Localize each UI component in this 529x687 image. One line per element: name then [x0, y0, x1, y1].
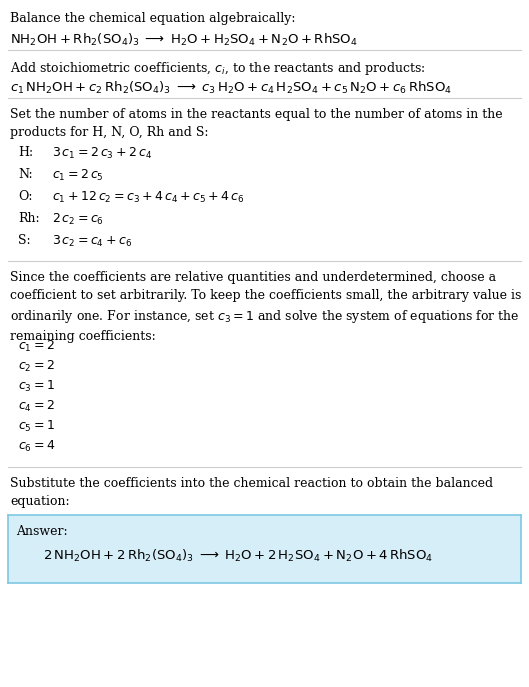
Text: $c_1 = 2\,c_5$: $c_1 = 2\,c_5$	[52, 168, 104, 183]
Text: $c_1 + 12\,c_2 = c_3 + 4\,c_4 + c_5 + 4\,c_6$: $c_1 + 12\,c_2 = c_3 + 4\,c_4 + c_5 + 4\…	[52, 190, 244, 205]
Text: N:: N:	[18, 168, 33, 181]
Text: $c_3 = 1$: $c_3 = 1$	[18, 379, 55, 394]
Text: $c_6 = 4$: $c_6 = 4$	[18, 439, 56, 454]
Text: Balance the chemical equation algebraically:: Balance the chemical equation algebraica…	[10, 12, 296, 25]
Text: S:: S:	[18, 234, 31, 247]
Text: $2\,\mathrm{NH_2OH} + 2\,\mathrm{Rh_2(SO_4)_3} \;\longrightarrow\; \mathrm{H_2O}: $2\,\mathrm{NH_2OH} + 2\,\mathrm{Rh_2(SO…	[43, 548, 433, 564]
Text: $c_2 = 2$: $c_2 = 2$	[18, 359, 55, 374]
Text: Answer:: Answer:	[16, 525, 68, 538]
Text: $c_1\,\mathrm{NH_2OH} + c_2\,\mathrm{Rh_2(SO_4)_3} \;\longrightarrow\; c_3\,\mat: $c_1\,\mathrm{NH_2OH} + c_2\,\mathrm{Rh_…	[10, 80, 452, 96]
Text: $3\,c_1 = 2\,c_3 + 2\,c_4$: $3\,c_1 = 2\,c_3 + 2\,c_4$	[52, 146, 152, 161]
Text: Substitute the coefficients into the chemical reaction to obtain the balanced
eq: Substitute the coefficients into the che…	[10, 477, 493, 508]
Text: $c_5 = 1$: $c_5 = 1$	[18, 419, 55, 434]
Text: $c_4 = 2$: $c_4 = 2$	[18, 399, 55, 414]
Text: $\mathrm{NH_2OH + Rh_2(SO_4)_3 \;\longrightarrow\; H_2O + H_2SO_4 + N_2O + RhSO_: $\mathrm{NH_2OH + Rh_2(SO_4)_3 \;\longri…	[10, 32, 358, 48]
Text: $3\,c_2 = c_4 + c_6$: $3\,c_2 = c_4 + c_6$	[52, 234, 132, 249]
Text: $2\,c_2 = c_6$: $2\,c_2 = c_6$	[52, 212, 104, 227]
Text: H:: H:	[18, 146, 33, 159]
Text: Rh:: Rh:	[18, 212, 40, 225]
Text: Set the number of atoms in the reactants equal to the number of atoms in the
pro: Set the number of atoms in the reactants…	[10, 108, 503, 139]
Text: Add stoichiometric coefficients, $c_i$, to the reactants and products:: Add stoichiometric coefficients, $c_i$, …	[10, 60, 425, 77]
Text: $c_1 = 2$: $c_1 = 2$	[18, 339, 55, 354]
Text: O:: O:	[18, 190, 32, 203]
Text: Since the coefficients are relative quantities and underdetermined, choose a
coe: Since the coefficients are relative quan…	[10, 271, 522, 343]
